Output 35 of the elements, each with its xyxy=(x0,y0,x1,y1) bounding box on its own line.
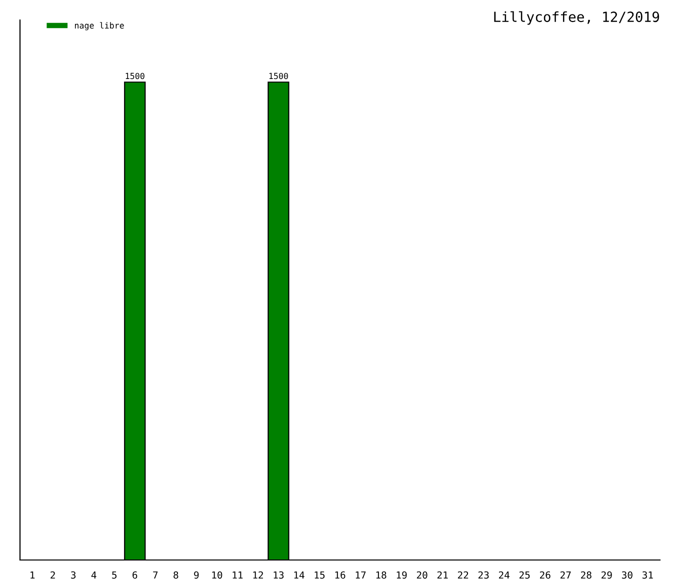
x-tick-label: 15 xyxy=(314,571,325,579)
x-tick-label: 30 xyxy=(622,571,632,579)
x-tick-label: 4 xyxy=(91,571,96,579)
data-label: 1500 xyxy=(126,72,144,80)
x-tick-label: 25 xyxy=(519,571,530,579)
x-tick-label: 28 xyxy=(581,571,592,579)
x-tick-label: 10 xyxy=(212,571,222,579)
x-tick-label: 20 xyxy=(416,571,428,579)
x-tick-label: 3 xyxy=(71,571,76,579)
x-tick-label: 14 xyxy=(294,571,304,579)
x-tick-label: 18 xyxy=(376,571,386,579)
x-tick-label: 26 xyxy=(540,571,550,579)
x-tick-label: 8 xyxy=(174,571,178,579)
x-tick-label: 13 xyxy=(274,571,284,579)
x-tick-label: 7 xyxy=(153,571,158,579)
x-tick-label: 19 xyxy=(396,571,407,579)
x-tick-label: 11 xyxy=(232,571,243,579)
x-tick-label: 23 xyxy=(478,571,489,579)
x-tick-label: 5 xyxy=(112,571,117,579)
x-tick-label: 22 xyxy=(458,571,468,579)
x-tick-label: 1 xyxy=(30,571,35,579)
legend-label: nage libre xyxy=(74,22,124,30)
x-tick-label: 16 xyxy=(335,571,346,579)
x-tick-label: 12 xyxy=(253,571,263,579)
x-tick-label: 21 xyxy=(437,571,448,579)
x-tick-label: 9 xyxy=(194,571,199,579)
x-tick-label: 2 xyxy=(50,571,55,579)
x-tick-label: 24 xyxy=(498,571,510,579)
x-tick-label: 31 xyxy=(642,571,653,579)
x-tick-label: 6 xyxy=(132,571,138,579)
x-tick-label: 17 xyxy=(356,571,366,579)
x-tick-label: 29 xyxy=(602,571,612,579)
x-tick-label: 27 xyxy=(560,571,571,579)
chart-title: Lillycoffee, 12/2019 xyxy=(494,11,660,25)
data-label: 1500 xyxy=(269,72,288,80)
